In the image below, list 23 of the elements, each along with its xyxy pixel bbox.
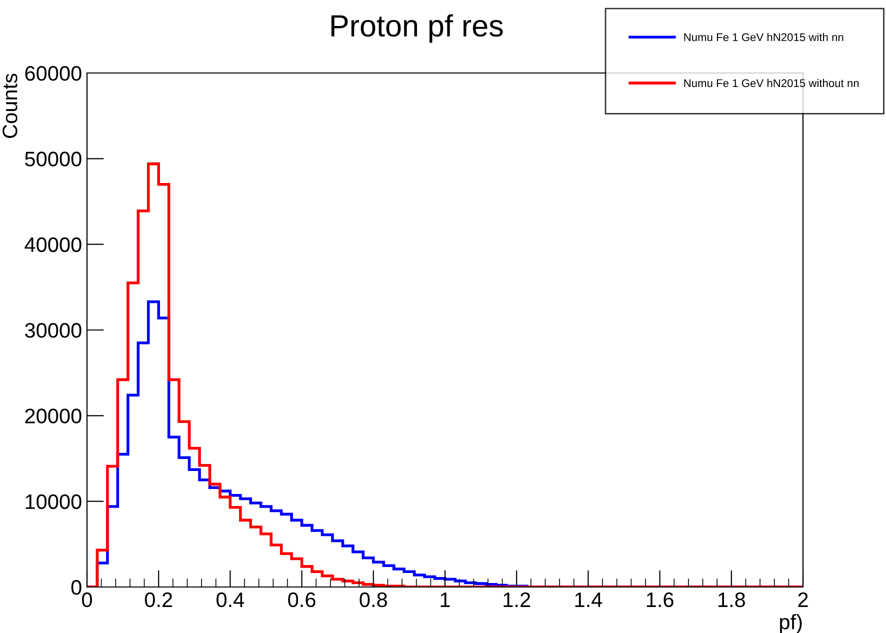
y-tick-label: 40000 <box>24 237 82 252</box>
chart-title: Proton pf res <box>331 14 503 43</box>
x-tick-label: 1 <box>440 592 450 607</box>
x-tick-label: 0.4 <box>216 592 244 608</box>
x-axis-title: pf) <box>780 614 802 633</box>
y-tick-label: 60000 <box>25 66 82 81</box>
x-tick-label: 1.6 <box>646 592 674 608</box>
y-tick-label: 0 <box>71 580 82 595</box>
y-tick-label: 50000 <box>25 152 82 166</box>
legend-label: Numu Fe 1 GeV hN2015 with nn <box>684 32 844 42</box>
legend-label: Numu Fe 1 GeV hN2015 without nn <box>684 78 859 88</box>
x-tick-label: 2 <box>798 592 808 607</box>
y-tick-label: 10000 <box>26 494 82 510</box>
x-tick-label: 1.2 <box>504 592 530 607</box>
x-tick-label: 1.8 <box>718 592 745 608</box>
x-tick-label: 0.6 <box>288 592 316 608</box>
x-tick-label: 0.8 <box>360 592 387 608</box>
y-tick-label: 20000 <box>25 408 82 424</box>
y-tick-label: 30000 <box>25 323 82 338</box>
y-axis-title: Counts <box>2 74 18 138</box>
x-tick-label: 0 <box>82 592 92 608</box>
x-tick-label: 0.2 <box>144 592 172 608</box>
x-tick-label: 1.4 <box>575 592 602 607</box>
